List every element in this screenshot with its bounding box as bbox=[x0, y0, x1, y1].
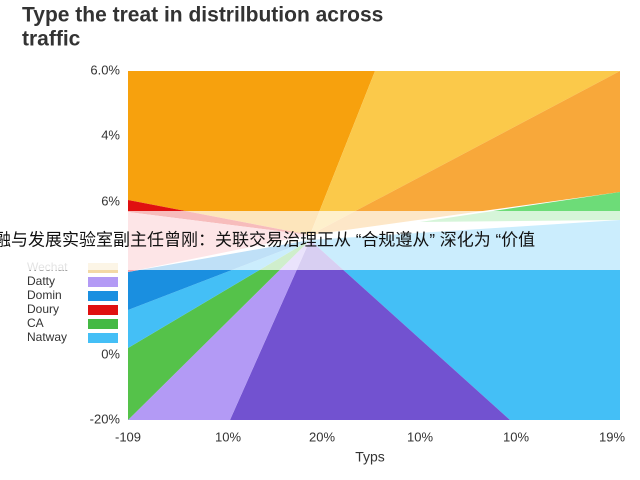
legend-label: CA bbox=[27, 316, 44, 330]
x-tick-label: 19% bbox=[599, 429, 625, 444]
y-tick-label: 6.0% bbox=[90, 62, 120, 77]
legend-swatch bbox=[88, 333, 118, 343]
legend-swatch bbox=[88, 319, 118, 329]
area bbox=[128, 71, 375, 235]
title-line: traffic bbox=[22, 28, 81, 51]
x-axis: -109 10% 20% 10% 10% 19% bbox=[115, 429, 625, 444]
area bbox=[310, 71, 620, 235]
x-tick-label: 10% bbox=[407, 429, 433, 444]
legend-label: Domin bbox=[27, 288, 62, 302]
banner-bg bbox=[0, 211, 640, 270]
legend-label: Datty bbox=[27, 274, 55, 288]
title-line: Type the treat in distrilbution across bbox=[22, 4, 383, 27]
y-tick-label: 0% bbox=[101, 346, 120, 361]
legend: WechatDattyDominDouryCANatway bbox=[27, 260, 118, 344]
legend-swatch bbox=[88, 291, 118, 301]
area bbox=[128, 240, 310, 420]
legend-label: Doury bbox=[27, 302, 59, 316]
x-tick-label: 10% bbox=[215, 429, 241, 444]
y-tick-label: 4% bbox=[101, 127, 120, 142]
x-tick-label: -109 bbox=[115, 429, 141, 444]
legend-swatch bbox=[88, 277, 118, 287]
banner-text: 融与发展实验室副主任曾刚：关联交易治理正从 “合规遵从” 深化为 “价值 bbox=[0, 230, 535, 249]
x-tick-label: 20% bbox=[309, 429, 335, 444]
x-axis-title: Typs bbox=[355, 449, 385, 465]
legend-swatch bbox=[88, 305, 118, 315]
legend-label: Natway bbox=[27, 330, 67, 344]
y-tick-label: -20% bbox=[90, 411, 121, 426]
area bbox=[230, 240, 510, 420]
y-tick-label: 6% bbox=[101, 193, 120, 208]
x-tick-label: 10% bbox=[503, 429, 529, 444]
y-axis: 6.0% 4% 6% 0% -20% bbox=[90, 62, 121, 426]
